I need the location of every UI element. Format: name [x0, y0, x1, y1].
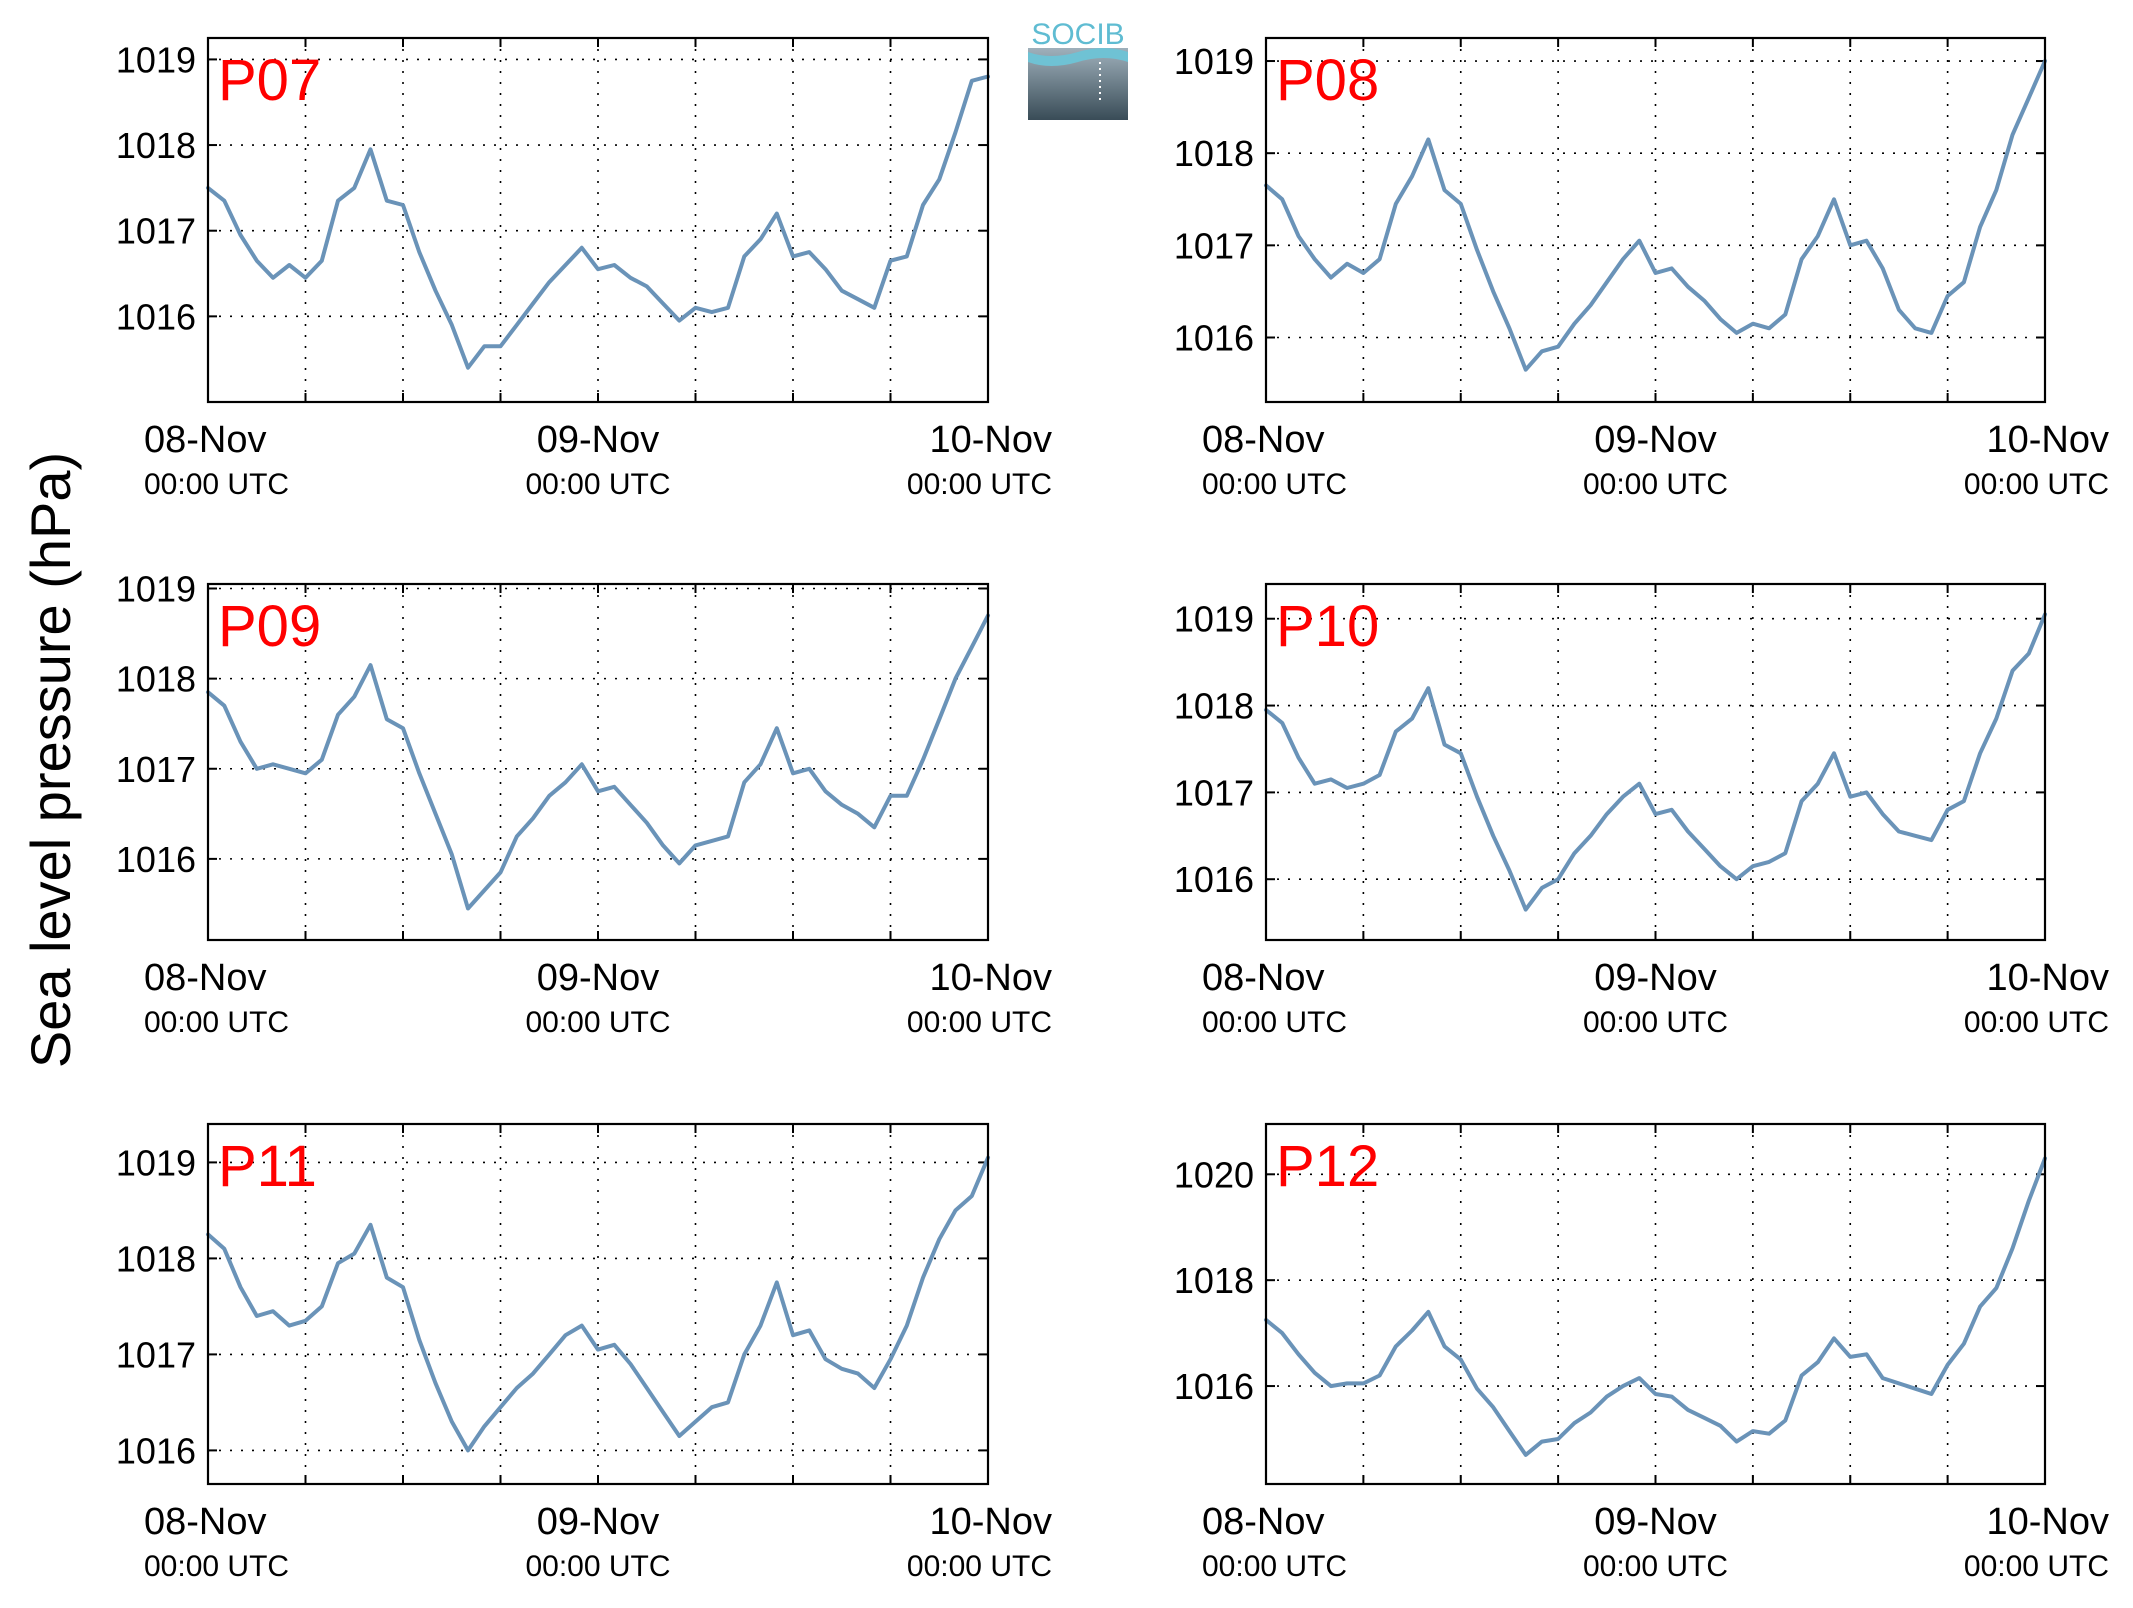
- x-tick-label: 09-Nov: [1594, 957, 1717, 999]
- x-tick-label: 09-Nov: [1594, 1501, 1717, 1543]
- x-tick-sublabel: 00:00 UTC: [907, 1550, 1052, 1583]
- y-tick-label: 1020: [1174, 1154, 1254, 1195]
- x-tick-sublabel: 00:00 UTC: [144, 1550, 289, 1583]
- y-tick-label: 1018: [1174, 1260, 1254, 1301]
- panels: 1016 1017 1018 1019 P07 08-Nov 00:00 UTC 09-Nov…: [116, 36, 2110, 1583]
- chart-panel-p07: 1016 1017 1018 1019 P07 08-Nov 00:00 UTC 09-Nov…: [116, 36, 1053, 501]
- pressure-series-line: [1264, 1156, 2047, 1457]
- chart-panel-p12: 1016 1018 1020 P12 08-Nov 00:00 UTC 09-Nov 00:0…: [1174, 1122, 2110, 1583]
- pressure-series-line: [1264, 612, 2047, 912]
- x-tick-label: 10-Nov: [930, 419, 1053, 461]
- x-tick-sublabel: 00:00 UTC: [1583, 468, 1728, 501]
- y-tick-label: 1016: [116, 1430, 196, 1471]
- y-tick-label: 1019: [116, 39, 196, 80]
- y-tick-label: 1017: [116, 211, 196, 252]
- x-tick-sublabel: 00:00 UTC: [1202, 468, 1347, 501]
- x-tick-label: 08-Nov: [144, 1501, 267, 1543]
- chart-panel-p09: 1016 1017 1018 1019 P09 08-Nov 00:00 UTC 09-Nov…: [116, 569, 1052, 1039]
- y-tick-label: 1018: [1174, 133, 1254, 174]
- y-tick-label: 1016: [1174, 1366, 1254, 1407]
- x-tick-label: 08-Nov: [144, 419, 267, 461]
- pressure-series-line: [206, 613, 990, 911]
- x-tick-label: 10-Nov: [930, 1501, 1053, 1543]
- y-tick-label: 1017: [116, 749, 196, 790]
- x-tick-sublabel: 00:00 UTC: [1964, 1550, 2109, 1583]
- x-tick-sublabel: 00:00 UTC: [525, 1006, 670, 1039]
- panel-label: P10: [1276, 594, 1379, 659]
- x-tick-sublabel: 00:00 UTC: [1583, 1006, 1728, 1039]
- plot-frame: [206, 1122, 990, 1486]
- x-tick-sublabel: 00:00 UTC: [1202, 1006, 1347, 1039]
- y-tick-label: 1016: [116, 839, 196, 880]
- y-tick-label: 1018: [116, 659, 196, 700]
- y-tick-label: 1018: [116, 1238, 196, 1279]
- pressure-series-line: [206, 74, 990, 370]
- x-tick-label: 10-Nov: [930, 957, 1053, 999]
- y-tick-label: 1016: [1174, 317, 1254, 358]
- panel-label: P08: [1276, 48, 1379, 113]
- x-tick-sublabel: 00:00 UTC: [1964, 1006, 2109, 1039]
- x-tick-label: 09-Nov: [1594, 419, 1717, 461]
- pressure-series-line: [206, 1155, 990, 1453]
- x-tick-sublabel: 00:00 UTC: [1964, 468, 2109, 501]
- y-tick-label: 1019: [116, 569, 196, 610]
- chart-panel-p08: 1016 1017 1018 1019 P08 08-Nov 00:00 UTC 09-Nov…: [1174, 36, 2110, 501]
- plot-frame: [206, 582, 990, 942]
- plot-frame: [1264, 36, 2047, 404]
- plot-frame: [1264, 1122, 2047, 1486]
- socib-logo: SOCIB: [1028, 18, 1128, 120]
- x-tick-sublabel: 00:00 UTC: [144, 468, 289, 501]
- x-tick-sublabel: 00:00 UTC: [144, 1006, 289, 1039]
- y-tick-label: 1018: [1174, 686, 1254, 727]
- panel-label: P11: [218, 1134, 317, 1199]
- x-tick-label: 10-Nov: [1987, 957, 2110, 999]
- x-tick-label: 10-Nov: [1987, 419, 2110, 461]
- y-axis-label: Sea level pressure (hPa): [19, 452, 82, 1068]
- x-tick-sublabel: 00:00 UTC: [907, 1006, 1052, 1039]
- x-tick-label: 08-Nov: [1202, 1501, 1325, 1543]
- x-tick-sublabel: 00:00 UTC: [1202, 1550, 1347, 1583]
- x-tick-label: 09-Nov: [537, 419, 660, 461]
- y-tick-label: 1019: [1174, 599, 1254, 640]
- plot-frame: [1264, 582, 2047, 942]
- x-tick-label: 10-Nov: [1987, 1501, 2110, 1543]
- x-tick-sublabel: 00:00 UTC: [907, 468, 1052, 501]
- y-tick-label: 1019: [116, 1142, 196, 1183]
- y-tick-label: 1018: [116, 125, 196, 166]
- plot-frame: [206, 36, 990, 404]
- panel-label: P09: [218, 594, 321, 659]
- y-tick-label: 1017: [1174, 772, 1254, 813]
- x-tick-label: 08-Nov: [1202, 957, 1325, 999]
- logo-text: SOCIB: [1031, 18, 1124, 51]
- x-tick-sublabel: 00:00 UTC: [1583, 1550, 1728, 1583]
- y-tick-label: 1017: [1174, 225, 1254, 266]
- y-tick-label: 1019: [1174, 41, 1254, 82]
- panel-label: P12: [1276, 1134, 1379, 1199]
- y-tick-label: 1017: [116, 1334, 196, 1375]
- x-tick-label: 08-Nov: [144, 957, 267, 999]
- x-tick-label: 08-Nov: [1202, 419, 1325, 461]
- panel-label: P07: [218, 48, 321, 113]
- pressure-series-line: [1264, 59, 2047, 372]
- y-tick-label: 1016: [1174, 859, 1254, 900]
- x-tick-sublabel: 00:00 UTC: [525, 468, 670, 501]
- x-tick-label: 09-Nov: [537, 957, 660, 999]
- x-tick-sublabel: 00:00 UTC: [525, 1550, 670, 1583]
- x-tick-label: 09-Nov: [537, 1501, 660, 1543]
- y-tick-label: 1016: [116, 296, 196, 337]
- chart-panel-p10: 1016 1017 1018 1019 P10 08-Nov 00:00 UTC 09-Nov…: [1174, 582, 2110, 1039]
- chart-panel-p11: 1016 1017 1018 1019 P11 08-Nov 00:00 UTC 09-Nov…: [116, 1122, 1053, 1583]
